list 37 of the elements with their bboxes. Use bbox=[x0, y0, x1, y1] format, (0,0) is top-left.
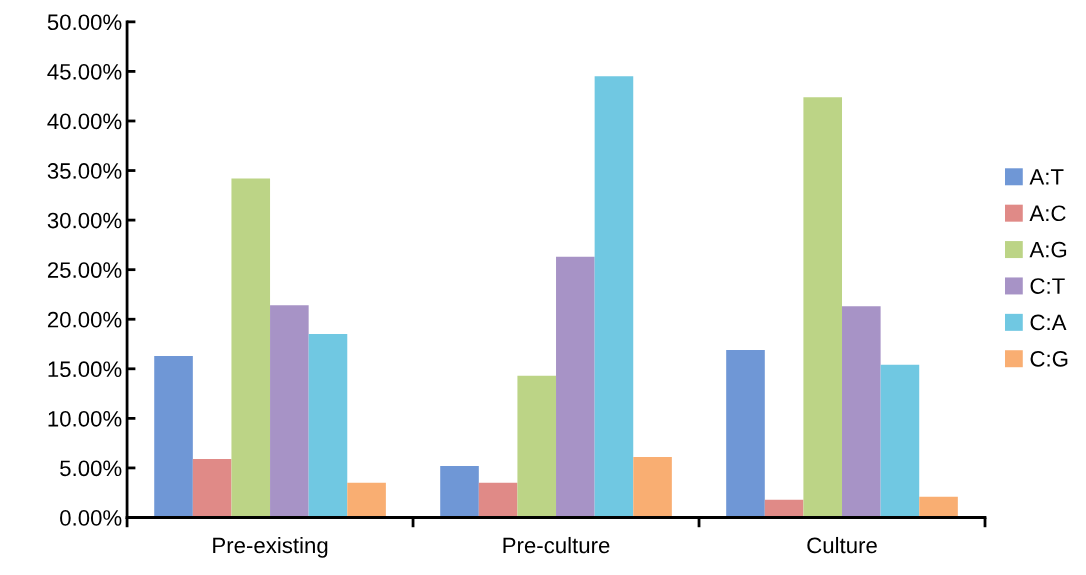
legend-label: A:G bbox=[1029, 241, 1067, 258]
bar bbox=[803, 97, 843, 518]
bar bbox=[594, 76, 634, 518]
bar bbox=[154, 355, 193, 518]
bar bbox=[440, 465, 479, 518]
bar bbox=[842, 306, 881, 518]
y-tick-label: 30.00% bbox=[47, 212, 122, 229]
legend-label: C:T bbox=[1030, 278, 1065, 294]
legend-label: C:G bbox=[1030, 350, 1068, 367]
bar bbox=[880, 364, 920, 518]
bar bbox=[308, 334, 348, 518]
y-tick-label: 45.00% bbox=[47, 63, 122, 80]
bar bbox=[231, 178, 271, 518]
bar bbox=[478, 482, 518, 518]
bar bbox=[517, 375, 557, 518]
x-tick-label: Pre-existing bbox=[213, 536, 328, 558]
y-tick-label: 10.00% bbox=[48, 410, 122, 427]
bar bbox=[556, 256, 595, 518]
x-tick-label: Pre-culture bbox=[503, 536, 610, 554]
y-tick-label: 15.00% bbox=[48, 361, 122, 378]
y-tick-label: 5.00% bbox=[60, 460, 122, 477]
y-tick-label: 0.00% bbox=[60, 510, 122, 526]
bar bbox=[270, 305, 309, 518]
bar bbox=[919, 496, 958, 518]
bar bbox=[726, 349, 765, 518]
y-tick-label: 25.00% bbox=[47, 262, 122, 278]
y-tick-label: 50.00% bbox=[47, 14, 122, 31]
y-tick-label: 40.00% bbox=[47, 113, 122, 130]
legend-label: A:C bbox=[1029, 205, 1066, 222]
bar bbox=[192, 459, 232, 518]
x-tick-label: Culture bbox=[807, 536, 877, 554]
legend-label: A:T bbox=[1029, 169, 1064, 185]
bar bbox=[347, 482, 386, 518]
legend-label: C:A bbox=[1030, 314, 1067, 331]
bar bbox=[633, 457, 672, 518]
y-tick-label: 35.00% bbox=[47, 163, 122, 179]
y-tick-label: 20.00% bbox=[47, 311, 122, 328]
